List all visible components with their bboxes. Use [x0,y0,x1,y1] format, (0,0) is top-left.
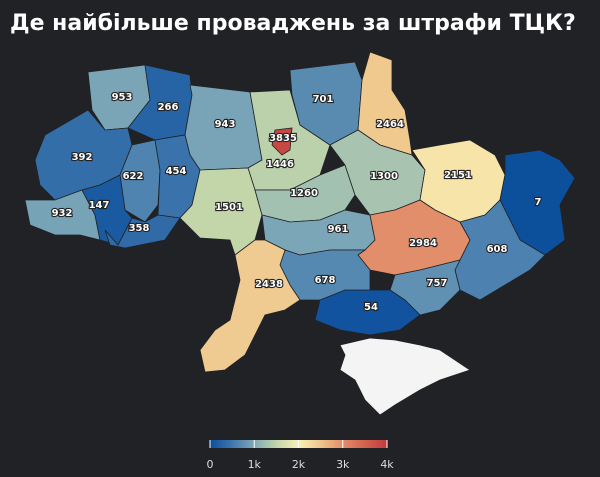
region-label: 7 [535,197,542,208]
region-label: 266 [158,102,179,113]
region [499,149,576,256]
labels: 953 266 943 1446 701 2464 392 622 454 932 147 358 15… [50,91,542,314]
region [104,214,181,249]
region-label: 608 [487,244,508,255]
region-label: 3835 [269,133,297,144]
region-label: 757 [427,278,448,289]
tick-label: 0 [207,458,214,471]
tick-label: 2k [292,458,306,471]
region-label: 147 [89,200,110,211]
region [357,51,413,156]
region-label: 701 [313,94,334,105]
region-label: 2438 [255,279,283,290]
region-label: 54 [364,302,378,313]
region-label: 943 [215,119,236,130]
tick-label: 3k [336,458,350,471]
tick-label: 4k [380,458,394,471]
region-label: 2464 [376,119,404,130]
region-label: 953 [112,92,133,103]
region-label: 1446 [266,159,294,170]
region-label: 1260 [290,188,318,199]
region [271,127,293,156]
regions [24,51,576,373]
crimea [339,337,471,416]
region-label: 454 [166,166,187,177]
region-label: 2151 [444,170,472,181]
region-label: 622 [123,171,144,182]
region-label: 678 [315,275,336,286]
region-label: 2984 [409,238,437,249]
legend: 0 1k 2k 3k 4k [207,440,394,471]
region [199,239,301,373]
title: Де найбільше проваджень за штрафи ТЦК? [10,11,576,36]
region-label: 358 [129,223,150,234]
region-label: 1300 [370,171,398,182]
tick-label: 1k [248,458,262,471]
region-label: 932 [52,208,73,219]
region-label: 1501 [215,202,243,213]
region-label: 392 [72,152,93,163]
region-label: 961 [328,224,349,235]
